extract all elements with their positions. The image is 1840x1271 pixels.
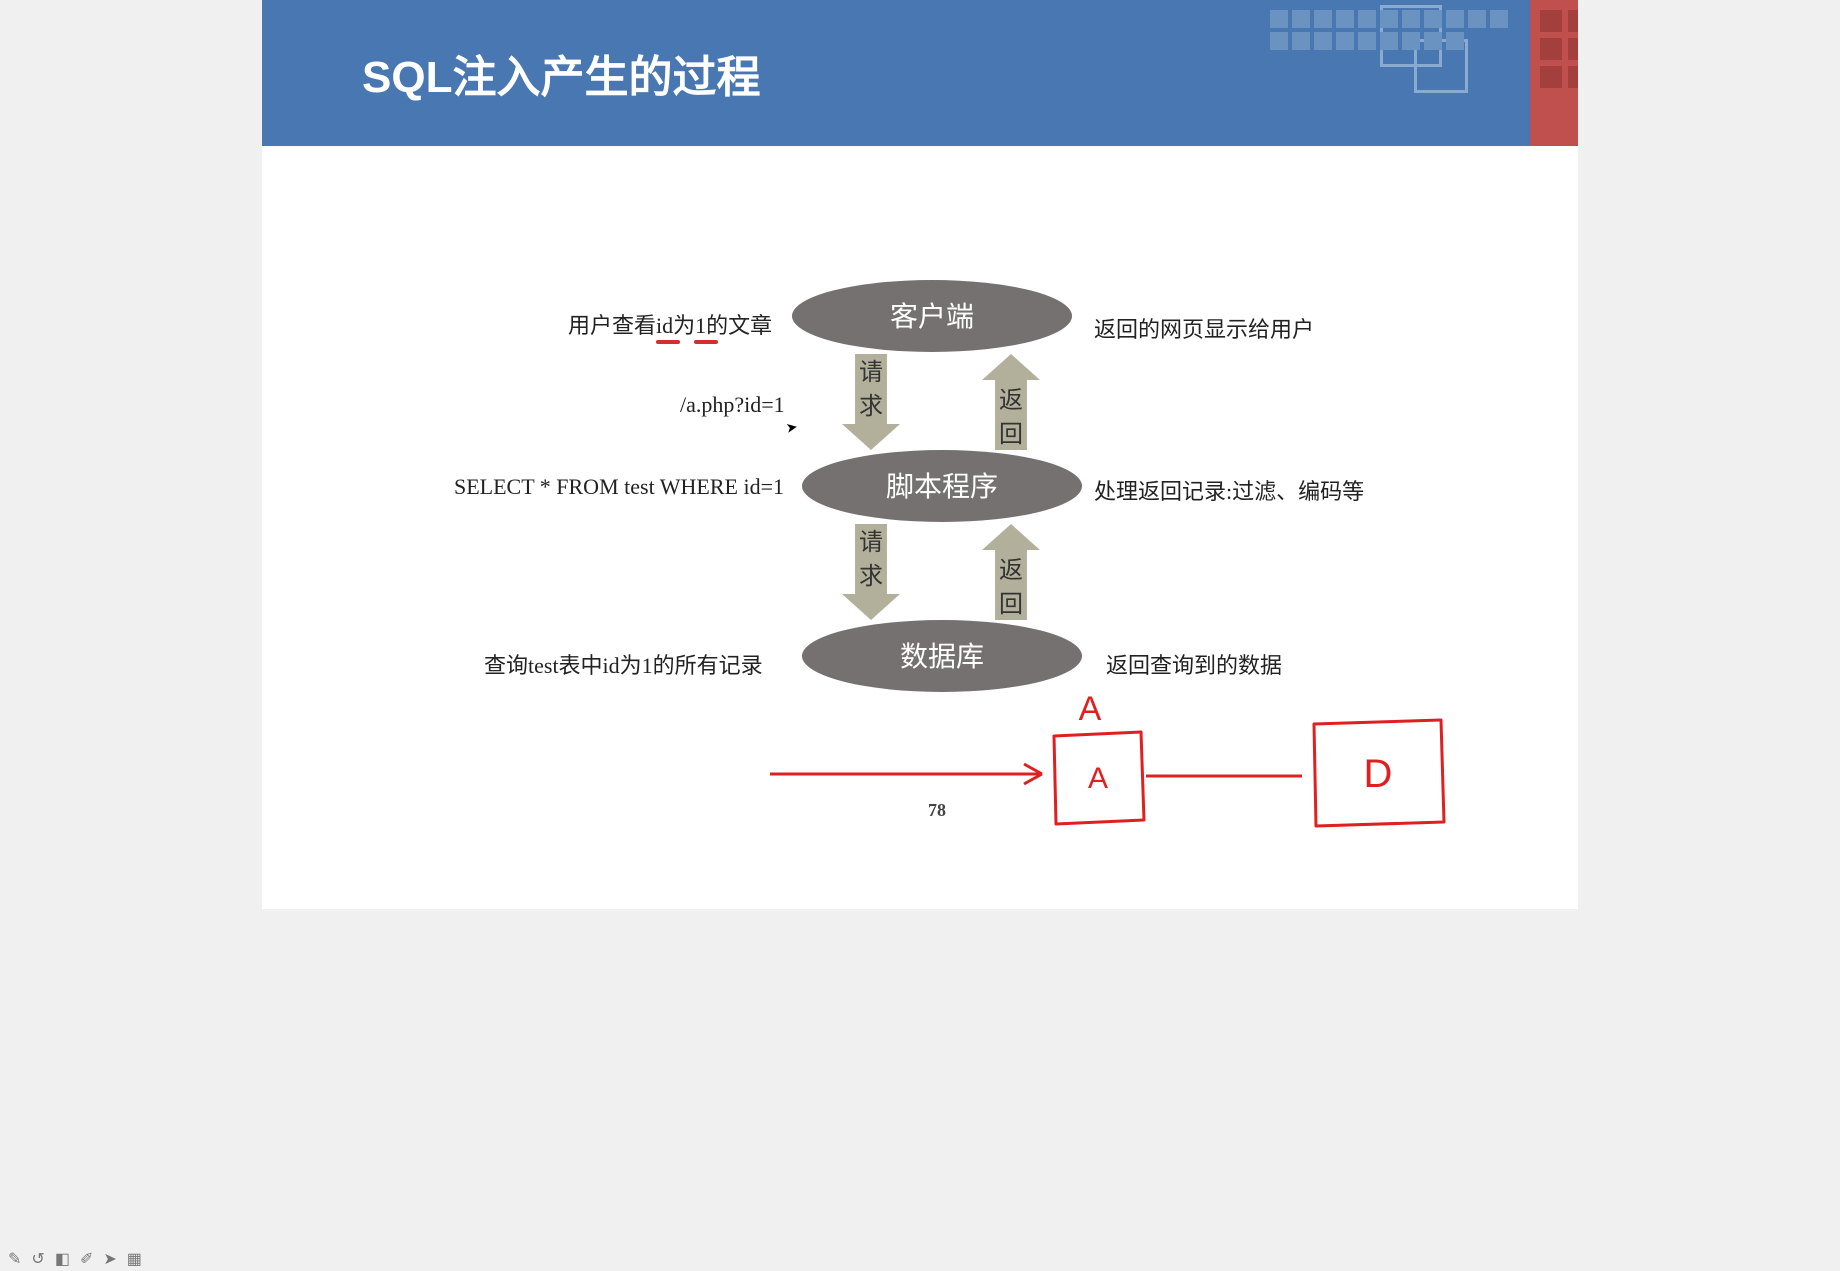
label-left-mid: /a.php?id=1	[680, 392, 785, 418]
page-number: 78	[928, 800, 946, 821]
svg-text:返: 返	[999, 557, 1023, 584]
svg-text:回: 回	[999, 422, 1023, 448]
svg-text:请: 请	[859, 359, 883, 386]
more-icon[interactable]: ▦	[127, 1249, 142, 1269]
pointer-icon[interactable]: ➤	[103, 1249, 116, 1269]
diagram-svg: 客户端脚本程序数据库 请求返回请求返回 AAD	[262, 0, 1578, 909]
label-left-sql: SELECT * FROM test WHERE id=1	[454, 474, 784, 500]
label-right-bottom: 返回查询到的数据	[1106, 648, 1282, 680]
label-right-mid: 处理返回记录:过滤、编码等	[1094, 474, 1364, 506]
highlighter-icon[interactable]: ✐	[80, 1249, 93, 1269]
slide: SQL注入产生的过程 客户端脚本程序数据库 请求返	[262, 0, 1578, 909]
annotation-toolbar[interactable]: ✎ ↺ ◧ ✐ ➤ ▦	[8, 1249, 142, 1269]
hand-annotations: A A D	[770, 690, 1444, 826]
svg-text:求: 求	[859, 563, 883, 590]
svg-text:A: A	[1079, 690, 1102, 728]
svg-text:A: A	[1088, 762, 1108, 795]
label-left-bottom: 查询test表中id为1的所有记录	[484, 648, 763, 680]
undo-icon[interactable]: ↺	[31, 1249, 44, 1269]
arrow-ret2: 返回	[982, 524, 1040, 620]
red-underline-mark	[694, 340, 718, 344]
node-label-client: 客户端	[890, 301, 974, 333]
arrow-ret1: 返回	[982, 354, 1040, 450]
node-label-script: 脚本程序	[886, 471, 998, 503]
node-label-database: 数据库	[900, 641, 984, 673]
arrow-req2: 请求	[842, 524, 900, 620]
svg-text:求: 求	[859, 393, 883, 420]
svg-text:回: 回	[999, 592, 1023, 618]
pen-icon[interactable]: ✎	[8, 1249, 21, 1269]
eraser-icon[interactable]: ◧	[55, 1249, 70, 1269]
svg-text:请: 请	[859, 529, 883, 556]
svg-text:返: 返	[999, 387, 1023, 414]
label-right-top: 返回的网页显示给用户	[1094, 312, 1314, 344]
svg-text:D: D	[1364, 752, 1393, 796]
label-left-top: 用户查看id为1的文章	[568, 308, 772, 340]
arrow-req1: 请求	[842, 354, 900, 450]
red-underline-mark	[656, 340, 680, 344]
mouse-cursor-icon: ➤	[785, 419, 800, 438]
